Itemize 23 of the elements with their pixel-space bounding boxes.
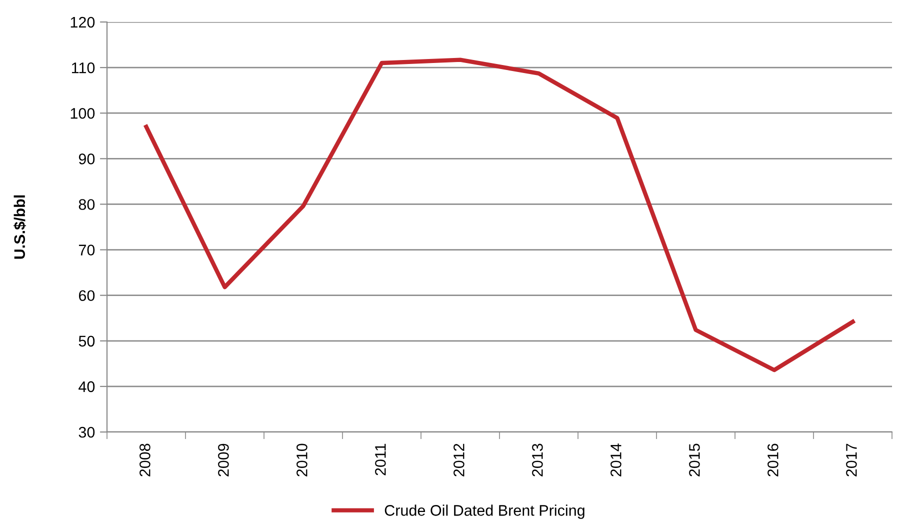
x-tick-label: 2014: [610, 444, 622, 476]
y-axis-title: U.S.$/bbl: [14, 195, 26, 259]
x-tick-label: 2012: [454, 444, 464, 476]
line-series: [144, 58, 855, 372]
x-tick-label: 2017: [846, 444, 857, 476]
x-tick-label: 2008: [140, 444, 150, 476]
x-tick-label: 2010: [296, 444, 308, 476]
y-tick-label: 120: [70, 16, 95, 28]
x-tick-label: 2011: [375, 444, 386, 476]
x-tick-label: 2015: [689, 444, 700, 476]
x-tick-label: 2013: [532, 444, 543, 476]
y-tick-label: 90: [78, 154, 95, 164]
x-tick-label: 2009: [218, 444, 229, 476]
y-tick-label: 70: [78, 244, 95, 256]
y-tick-label: 40: [78, 381, 95, 392]
y-tick-label: 100: [70, 108, 95, 119]
y-tick-label: 110: [72, 62, 95, 74]
y-tick-label: 50: [78, 336, 95, 347]
x-tick-label: 2016: [768, 444, 778, 476]
y-tick-label: 30: [78, 426, 95, 438]
y-tick-label: 60: [78, 290, 95, 302]
legend-label: Crude Oil Dated Brent Pricing: [384, 504, 584, 519]
y-tick-label: 80: [78, 199, 95, 210]
